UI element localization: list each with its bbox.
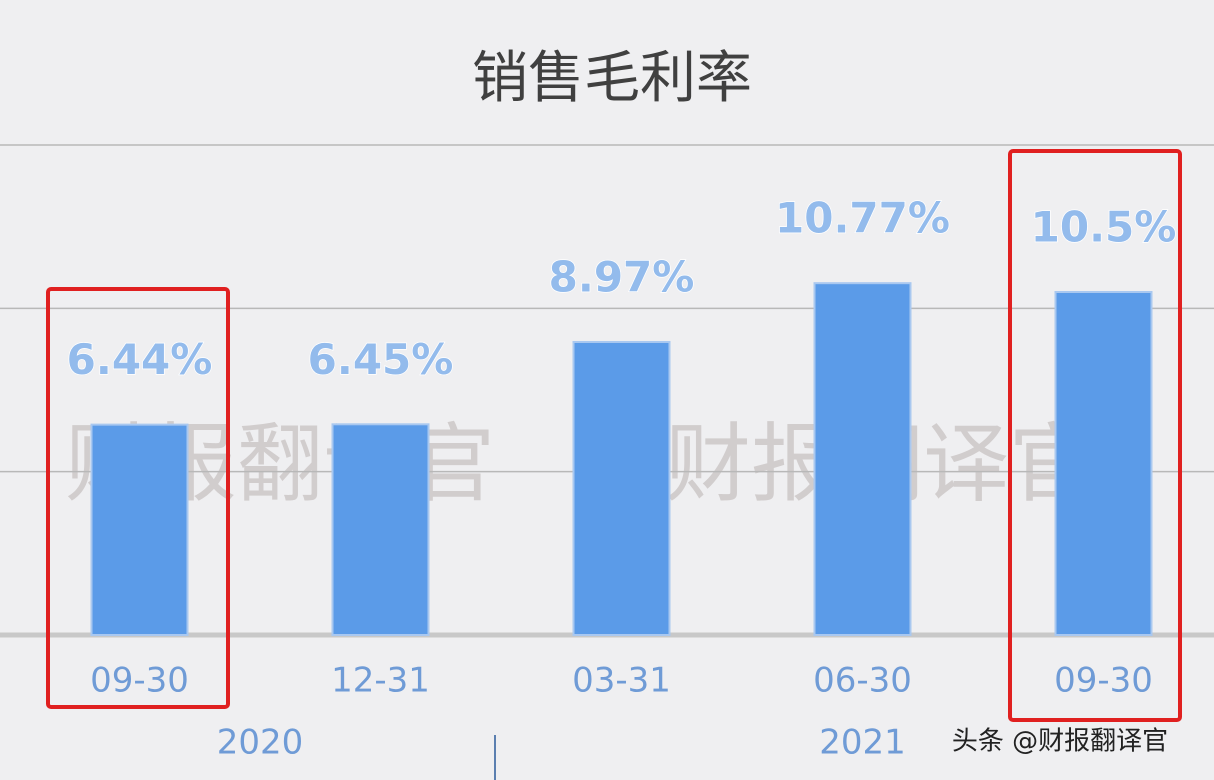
x-tick-label: 06-30 <box>813 661 912 701</box>
highlight-box <box>46 287 230 709</box>
bar <box>572 340 671 636</box>
bar <box>1054 291 1153 636</box>
x-tick-label: 09-30 <box>90 661 189 701</box>
value-label: 10.5% <box>1031 203 1177 252</box>
bar <box>331 423 430 636</box>
chart-title: 销售毛利率 <box>472 46 752 111</box>
value-label: 6.45% <box>308 335 454 384</box>
group-label: 2020 <box>217 723 304 763</box>
plot: 09-30 6.44% 12-31 6.45% 03-31 8.97% 06-30 10.77… <box>0 144 1214 763</box>
bar <box>90 423 189 637</box>
bar <box>813 282 912 636</box>
x-tick-label: 03-31 <box>572 661 671 701</box>
x-tick-label: 12-31 <box>331 661 430 701</box>
x-tick-label: 09-30 <box>1054 661 1153 701</box>
highlight-box <box>1008 149 1182 722</box>
group-label: 2021 <box>819 723 906 763</box>
value-label: 6.44% <box>67 335 213 384</box>
source: 头条 @财报翻译官 <box>952 727 1168 757</box>
value-label: 8.97% <box>549 252 695 301</box>
value-label: 10.77% <box>775 194 950 243</box>
